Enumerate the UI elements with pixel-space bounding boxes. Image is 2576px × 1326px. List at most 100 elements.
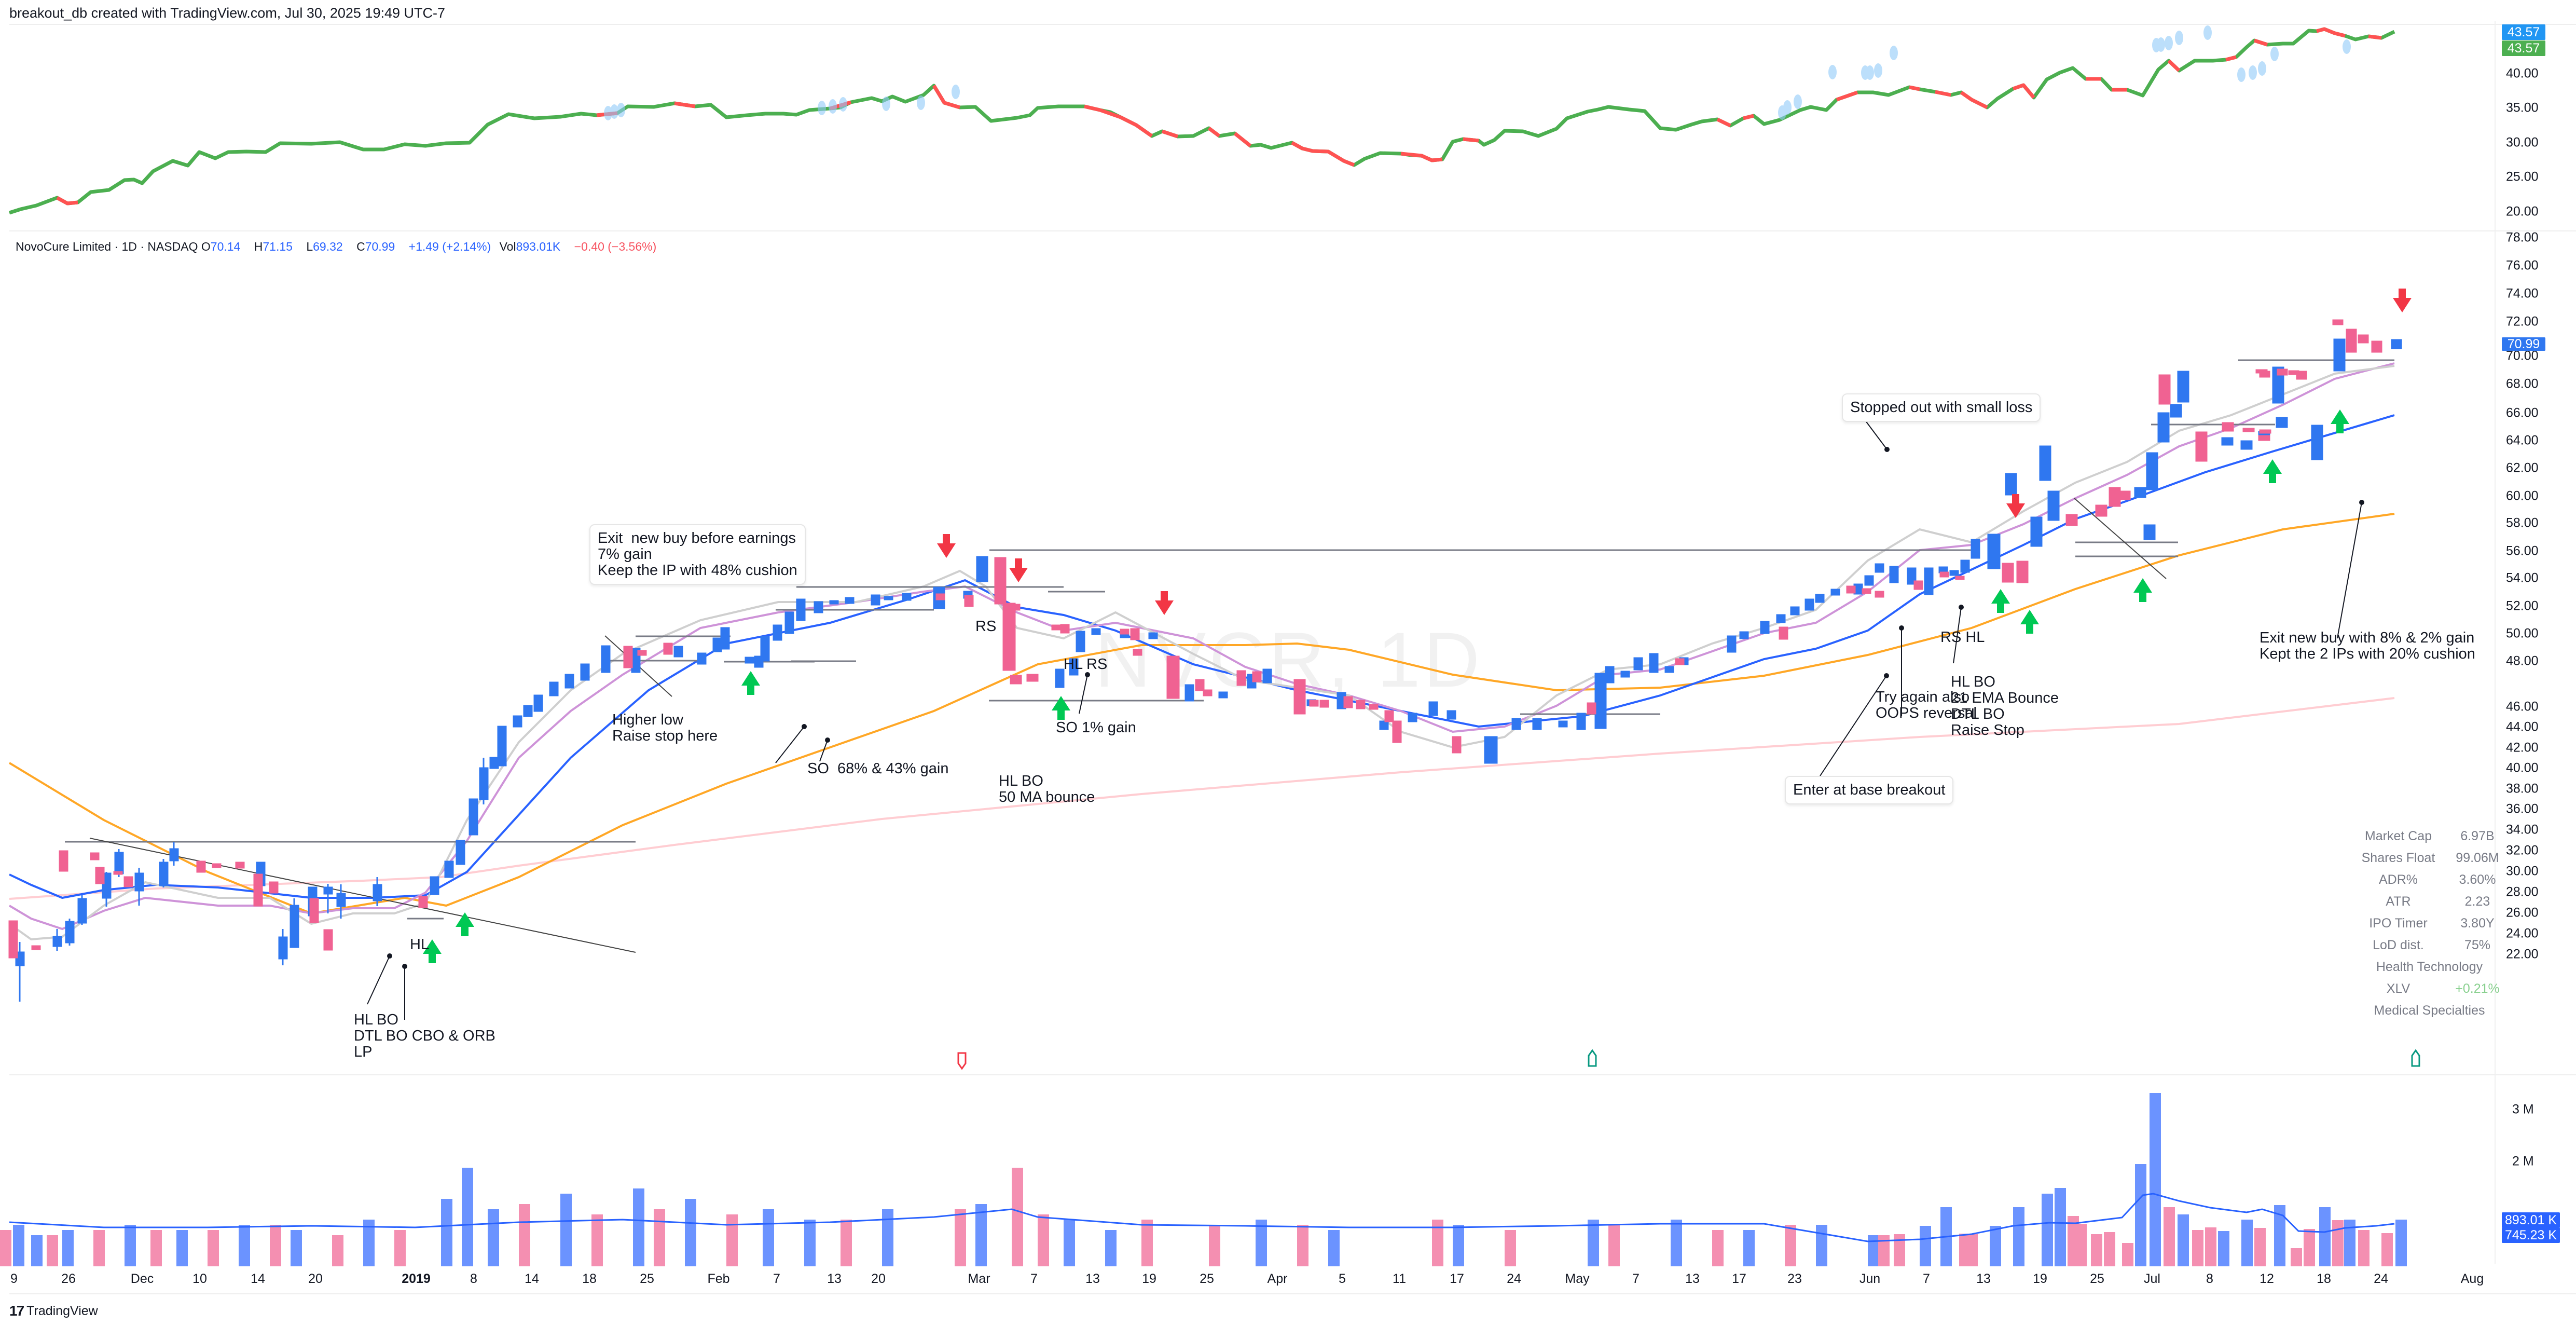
x-tick: 25 bbox=[2090, 1272, 2104, 1286]
note-hl[interactable]: HL bbox=[410, 936, 430, 953]
stats-row: ADR% 3.60% bbox=[2378, 872, 2496, 887]
note-rs-hl[interactable]: RS HL bbox=[1940, 629, 1985, 646]
x-tick: Feb bbox=[707, 1272, 730, 1286]
x-tick: 7 bbox=[1030, 1272, 1038, 1286]
note-exit-new-buy[interactable]: Exit new buy with 8% & 2% gain Kept the … bbox=[2260, 630, 2475, 662]
rs-tick: 30.00 bbox=[2506, 135, 2539, 150]
price-tick: 64.00 bbox=[2506, 433, 2539, 448]
earnings-markers bbox=[957, 1049, 2420, 1070]
x-tick: 25 bbox=[1200, 1272, 1214, 1286]
x-tick-year: 2019 bbox=[402, 1272, 431, 1286]
price-tick: 74.00 bbox=[2506, 286, 2539, 301]
low-value: 69.32 bbox=[313, 240, 343, 253]
level-lines bbox=[65, 359, 2394, 920]
volume-ma-badge: 745.23 K bbox=[2502, 1227, 2560, 1243]
rs-new-high-markers bbox=[604, 25, 2351, 120]
note-hl-bo-dtl[interactable]: HL BO DTL BO CBO & ORB LP bbox=[354, 1011, 495, 1060]
x-tick: 18 bbox=[2317, 1272, 2331, 1286]
rs-line bbox=[8, 27, 2395, 215]
x-tick: 10 bbox=[192, 1272, 207, 1286]
close-value: 70.99 bbox=[365, 240, 395, 253]
volume-ma-line bbox=[9, 1193, 2395, 1242]
x-tick: 25 bbox=[640, 1272, 654, 1286]
note-hl-rs[interactable]: HL RS bbox=[1064, 656, 1108, 673]
x-tick: 20 bbox=[871, 1272, 886, 1286]
note-higher-low[interactable]: Higher low Raise stop here bbox=[612, 712, 718, 744]
volume-change: −0.40 (−3.56%) bbox=[574, 240, 657, 253]
x-tick: 8 bbox=[2206, 1272, 2213, 1286]
x-tick: 13 bbox=[827, 1272, 842, 1286]
open-value: 70.14 bbox=[210, 240, 241, 253]
buy-arrows bbox=[423, 409, 2349, 963]
price-tick: 70.00 bbox=[2506, 348, 2539, 363]
x-tick: 5 bbox=[1339, 1272, 1346, 1286]
volume-tick: 2 M bbox=[2512, 1154, 2534, 1169]
x-tick: 13 bbox=[1685, 1272, 1700, 1286]
volume-bars bbox=[0, 1093, 2407, 1266]
high-value: 71.15 bbox=[263, 240, 293, 253]
x-tick: 17 bbox=[1450, 1272, 1464, 1286]
ema5-line bbox=[8, 365, 2395, 941]
price-tick: 32.00 bbox=[2506, 843, 2539, 858]
x-tick: 7 bbox=[1923, 1272, 1930, 1286]
x-tick: 14 bbox=[525, 1272, 539, 1286]
note-so-68[interactable]: SO 68% & 43% gain bbox=[807, 760, 949, 777]
stats-row: ATR 2.23 bbox=[2386, 894, 2490, 909]
x-tick: Jul bbox=[2144, 1272, 2160, 1286]
x-tick: 7 bbox=[1632, 1272, 1640, 1286]
price-tick: 34.00 bbox=[2506, 822, 2539, 837]
volume-value: 893.01K bbox=[516, 240, 561, 253]
price-tick: 42.00 bbox=[2506, 740, 2539, 755]
price-tick: 26.00 bbox=[2506, 905, 2539, 920]
price-tick: 72.00 bbox=[2506, 314, 2539, 329]
price-tick: 24.00 bbox=[2506, 926, 2539, 941]
note-hl-bo-50ma[interactable]: HL BO 50 MA bounce bbox=[999, 773, 1095, 805]
price-tick: 38.00 bbox=[2506, 781, 2539, 796]
x-tick: 19 bbox=[2033, 1272, 2047, 1286]
x-tick: 13 bbox=[1976, 1272, 1991, 1286]
stats-row: Market Cap 6.97B bbox=[2364, 829, 2495, 843]
price-tick: 40.00 bbox=[2506, 760, 2539, 775]
x-tick: Jun bbox=[1859, 1272, 1881, 1286]
note-exit-before-earnings[interactable]: Exit new buy before earnings 7% gain Kee… bbox=[589, 524, 806, 585]
x-tick: 18 bbox=[582, 1272, 597, 1286]
x-tick: 17 bbox=[1732, 1272, 1746, 1286]
price-tick: 46.00 bbox=[2506, 699, 2539, 714]
volume-pane bbox=[9, 1074, 2576, 1075]
x-tick: 8 bbox=[470, 1272, 477, 1286]
footer: 17 TradingView bbox=[9, 1303, 98, 1319]
price-tick: 56.00 bbox=[2506, 543, 2539, 558]
note-stopped-out[interactable]: Stopped out with small loss bbox=[1842, 393, 2041, 422]
ema21-line bbox=[9, 414, 2395, 899]
note-rs[interactable]: RS bbox=[975, 618, 997, 635]
stats-industry: Medical Specialties bbox=[2374, 1003, 2485, 1018]
x-tick: 13 bbox=[1085, 1272, 1100, 1286]
x-tick: 11 bbox=[1393, 1272, 1406, 1286]
last-price-badge: 70.99 bbox=[2502, 337, 2545, 351]
rs-pane bbox=[9, 24, 2576, 25]
rs-tick: 20.00 bbox=[2506, 204, 2539, 219]
note-hl-bo-21ema[interactable]: HL BO 21 EMA Bounce DTL BO Raise Stop bbox=[1951, 674, 2059, 739]
x-tick: Dec bbox=[130, 1272, 154, 1286]
stats-table: Market Cap 6.97B Shares Float 99.06M ADR% 3… bbox=[2350, 825, 2509, 1021]
time-axis-bottom bbox=[9, 1293, 2576, 1294]
x-tick: Aug bbox=[2460, 1272, 2484, 1286]
price-axis-divider bbox=[2495, 21, 2496, 1264]
note-try-again[interactable]: Try again also OOPS reversal bbox=[1876, 689, 1977, 721]
note-so-1[interactable]: SO 1% gain bbox=[1056, 719, 1136, 736]
note-enter-base[interactable]: Enter at base breakout bbox=[1785, 776, 1954, 804]
price-tick: 62.00 bbox=[2506, 460, 2539, 475]
tradingview-logo-icon: 17 bbox=[9, 1303, 24, 1319]
price-tick: 68.00 bbox=[2506, 376, 2539, 391]
moving-averages bbox=[8, 362, 2395, 941]
price-tick: 52.00 bbox=[2506, 598, 2539, 613]
x-tick: 7 bbox=[773, 1272, 780, 1286]
price-tick: 30.00 bbox=[2506, 864, 2539, 879]
stats-row: LoD dist. 75% bbox=[2373, 938, 2491, 952]
price-tick: 76.00 bbox=[2506, 258, 2539, 273]
stats-etf: XLV +0.21% bbox=[2386, 981, 2500, 996]
stats-row: Shares Float 99.06M bbox=[2361, 851, 2499, 865]
x-tick: 24 bbox=[1507, 1272, 1521, 1286]
x-tick: 26 bbox=[61, 1272, 76, 1286]
